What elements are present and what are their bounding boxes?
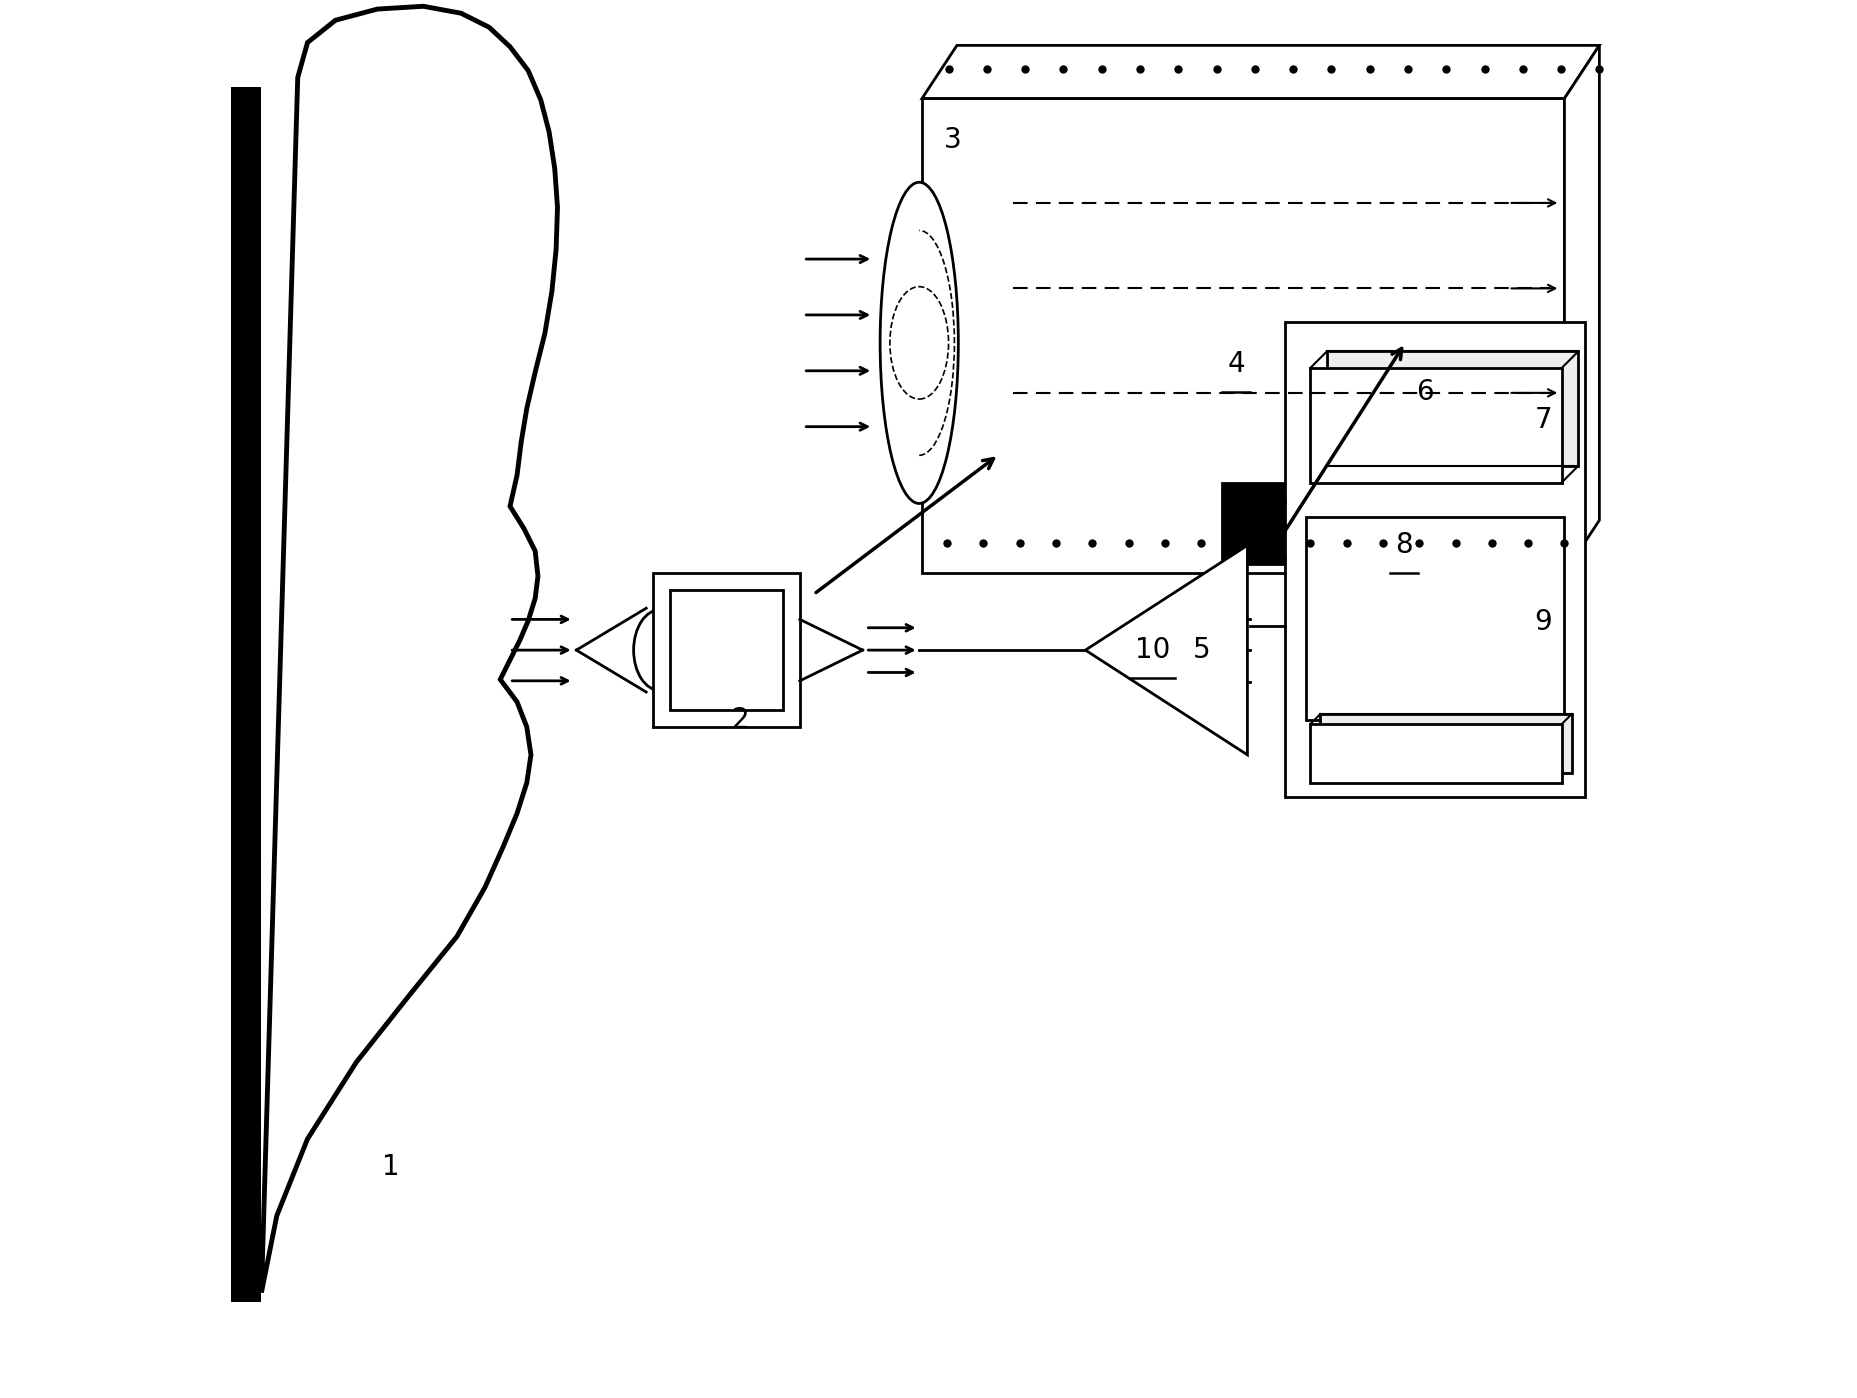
Bar [1222,482,1305,563]
Bar [1309,724,1562,783]
Bar [921,98,1564,573]
Text: 8: 8 [1395,531,1411,559]
Ellipse shape [880,182,958,503]
Text: 9: 9 [1534,608,1552,636]
Bar [230,87,262,1303]
Polygon shape [921,45,1599,98]
Text: 7: 7 [1534,405,1551,433]
Text: 5: 5 [1192,636,1209,664]
Bar [1326,351,1578,466]
Bar [1285,322,1584,797]
Text: 1: 1 [383,1153,399,1181]
Text: 10: 10 [1135,636,1170,664]
Text: 2: 2 [732,706,748,734]
Text: 4: 4 [1227,350,1244,377]
Ellipse shape [633,610,687,691]
Bar [654,573,799,727]
Bar [1320,714,1571,773]
Bar [1305,517,1564,720]
Text: 6: 6 [1415,377,1434,405]
Polygon shape [1564,45,1599,573]
Polygon shape [1084,545,1246,755]
Polygon shape [262,6,557,1293]
Text: 3: 3 [943,126,962,154]
Bar [670,590,782,710]
Bar [1309,368,1562,482]
